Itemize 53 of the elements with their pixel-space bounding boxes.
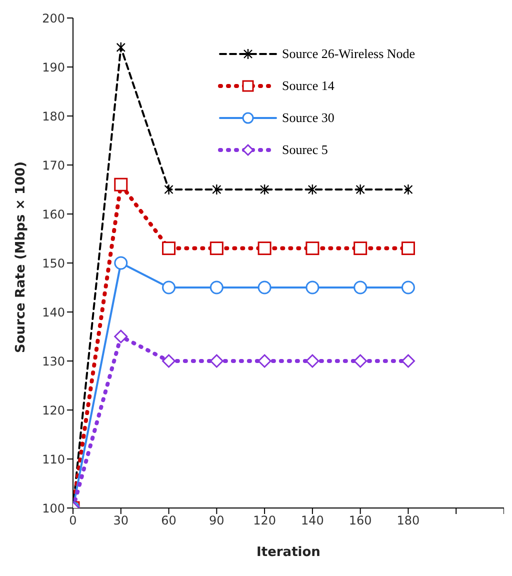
point xyxy=(258,354,272,368)
x-axis-title: Iteration xyxy=(256,545,320,560)
point xyxy=(210,242,224,256)
y-tick-label: 100 xyxy=(42,501,65,516)
x-tick-label: 180 xyxy=(396,514,420,528)
point xyxy=(258,280,272,294)
point xyxy=(164,184,174,196)
x-tick-label: 120 xyxy=(253,514,276,528)
point xyxy=(306,280,320,294)
point xyxy=(162,242,176,256)
point xyxy=(212,184,222,196)
point xyxy=(354,354,368,368)
y-tick-label: 150 xyxy=(42,256,65,270)
y-tick-label: 110 xyxy=(42,452,65,466)
point xyxy=(401,242,415,256)
point xyxy=(210,280,224,294)
point xyxy=(210,354,224,368)
x-tick-label: 0 xyxy=(69,514,77,528)
point xyxy=(114,330,128,344)
point xyxy=(404,184,413,196)
legend-label: Source 30 xyxy=(282,110,334,126)
point xyxy=(162,354,176,368)
point xyxy=(354,242,368,256)
y-tick-label: 190 xyxy=(42,60,65,74)
point xyxy=(258,242,272,256)
y-tick-label: 200 xyxy=(42,11,65,26)
point xyxy=(306,242,320,256)
legend-label: Sourec 5 xyxy=(282,142,328,158)
y-tick-label: 130 xyxy=(42,354,65,368)
x-tick-label: 160 xyxy=(348,514,372,528)
point xyxy=(401,280,415,294)
point xyxy=(401,354,415,368)
point xyxy=(114,256,128,270)
y-tick-label: 160 xyxy=(42,207,65,222)
point xyxy=(116,42,126,53)
y-tick-label: 180 xyxy=(42,109,65,124)
legend-label: Source 26-Wireless Node xyxy=(282,46,416,62)
point xyxy=(114,178,128,192)
point xyxy=(308,184,318,196)
x-tick-label: 140 xyxy=(300,514,324,528)
x-tick-label: 30 xyxy=(113,514,129,528)
point xyxy=(162,280,176,294)
point xyxy=(260,184,270,196)
point xyxy=(306,354,320,368)
y-tick-label: 120 xyxy=(42,403,65,418)
legend-label: Source 14 xyxy=(282,78,334,94)
x-tick-label: 90 xyxy=(209,514,224,528)
y-tick-label: 140 xyxy=(42,305,65,320)
y-tick-label: 170 xyxy=(42,158,65,172)
x-tick-label: 60 xyxy=(161,514,176,528)
y-axis-title: Source Rate (Mbps × 100) xyxy=(14,161,29,353)
point xyxy=(354,280,368,294)
point xyxy=(356,184,365,196)
